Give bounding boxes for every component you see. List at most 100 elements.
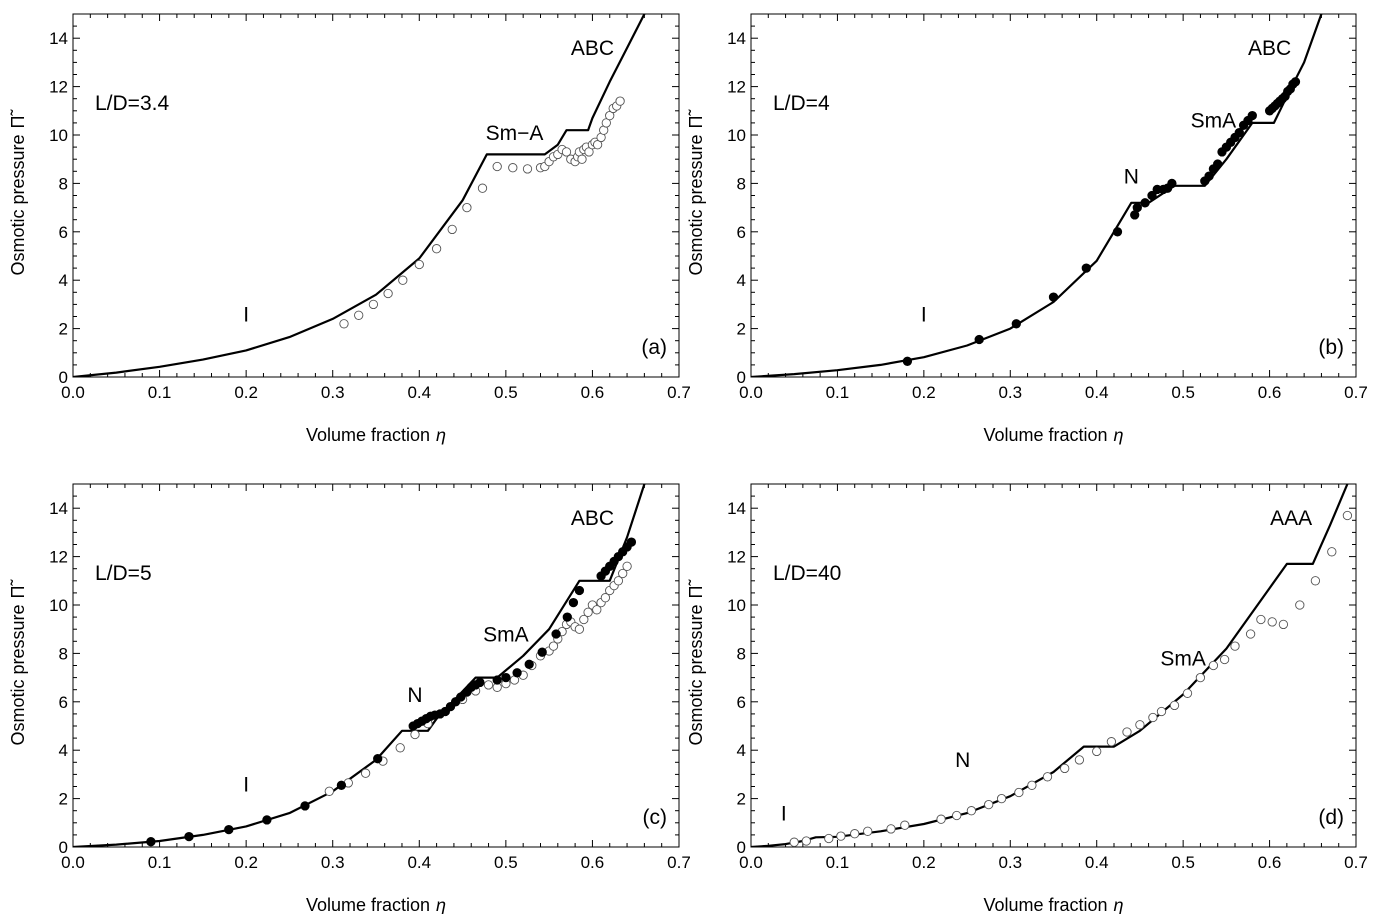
x-tick-label: 0.1 [826, 383, 850, 402]
simulation-point-filled [146, 837, 156, 847]
x-tick-label: 0.5 [1171, 853, 1195, 872]
simulation-point-filled [551, 629, 561, 639]
simulation-point-open [1148, 712, 1158, 723]
simulation-point-open [548, 641, 559, 651]
x-tick-label: 0.1 [148, 853, 172, 872]
theory-curve [751, 14, 1323, 377]
phase-label: I [781, 802, 787, 825]
chart-panel-3: 0.0 0.1 0.2 0.3 0.4 0.5 0.6 0.7 0 2 4 6 8 10 12 14 Volum… [8, 483, 691, 914]
phase-label: I [921, 303, 927, 326]
simulation-point-open [339, 319, 349, 329]
x-axis-label-text: Volume fraction [306, 425, 430, 445]
x-axis-label: Volume fraction η [983, 895, 1123, 914]
x-tick-label: 0.7 [1344, 853, 1368, 872]
phase-label: I [243, 773, 249, 796]
simulation-point-filled [1011, 319, 1021, 329]
y-tick-label: 14 [49, 29, 68, 48]
y-tick-label: 2 [737, 320, 746, 339]
simulation-point-filled [1167, 178, 1177, 189]
simulation-point-filled [1081, 263, 1091, 273]
simulation-point-open [1182, 688, 1193, 698]
simulation-point-open [583, 607, 593, 617]
simulation-point-open [431, 244, 442, 254]
simulation-point-open [1256, 614, 1266, 625]
x-tick-label: 0.4 [407, 853, 431, 872]
y-axis-label-text: Osmotic pressure [8, 134, 28, 275]
plot-area [751, 14, 1323, 377]
x-tick-label: 0.3 [998, 383, 1022, 402]
y-tick-label: 10 [49, 596, 68, 615]
simulation-point-filled [300, 801, 310, 811]
x-tick-label: 0.3 [321, 383, 345, 402]
simulation-point-filled [1048, 292, 1059, 302]
x-axis-label: Volume fraction η [983, 425, 1123, 445]
x-axis-label-text: Volume fraction [983, 425, 1107, 445]
phase-label: SmA [1160, 648, 1206, 671]
simulation-point-open [577, 154, 587, 164]
x-tick-label: 0.6 [1258, 853, 1282, 872]
y-axis-label: Osmotic pressure Π̃ [686, 578, 706, 745]
simulation-point-open [1156, 706, 1167, 717]
simulation-point-open [1195, 672, 1206, 683]
y-tick-label: 6 [737, 693, 746, 712]
y-tick-label: 4 [59, 271, 68, 290]
x-axis-label-text: Volume fraction [306, 895, 430, 914]
plot-area [751, 484, 1353, 847]
plot-frame [750, 483, 1357, 848]
theory-curve [73, 14, 646, 377]
simulation-point-open [1310, 576, 1321, 586]
simulation-point-filled [224, 824, 234, 835]
plot-area [73, 14, 646, 377]
y-axis-label-text: Osmotic pressure [686, 134, 706, 275]
y-axis-label: Osmotic pressure Π̃ [8, 578, 28, 745]
y-axis-label-symbol: Π̃ [8, 108, 28, 128]
simulation-point-open [592, 140, 603, 150]
simulation-point-filled [537, 647, 547, 657]
y-tick-label: 2 [59, 320, 68, 339]
simulation-point-filled [1132, 202, 1142, 213]
y-tick-label: 6 [59, 693, 68, 712]
simulation-point-filled [1234, 127, 1244, 138]
x-tick-label: 0.1 [826, 853, 850, 872]
simulation-point-open [952, 810, 962, 821]
simulation-point-open [508, 163, 518, 173]
x-tick-label: 0.4 [407, 383, 431, 402]
chart-panel-1: 0.0 0.1 0.2 0.3 0.4 0.5 0.6 0.7 0 2 4 6 8 10 12 14 Volum… [8, 13, 691, 445]
simulation-point-open [966, 806, 977, 816]
x-tick-label: 0.0 [739, 853, 763, 872]
simulation-point-filled [184, 831, 194, 842]
simulation-point-open [1327, 547, 1337, 557]
y-tick-label: 12 [49, 548, 68, 567]
y-axis-label-symbol: Π̃ [8, 578, 28, 598]
simulation-point-open [462, 202, 472, 213]
simulation-point-open [1060, 763, 1070, 774]
simulation-point-filled [568, 597, 579, 608]
simulation-point-filled [373, 754, 383, 764]
simulation-point-filled [1290, 77, 1301, 87]
simulation-point-open [368, 299, 379, 310]
simulation-point-filled [1204, 171, 1214, 181]
system-annotation: L/D=3.4 [95, 92, 169, 115]
x-tick-label: 0.5 [494, 853, 518, 872]
x-tick-label: 0.6 [581, 383, 605, 402]
y-tick-label: 0 [737, 838, 746, 857]
simulation-point-open [789, 837, 799, 847]
plot-area [73, 484, 646, 847]
y-axis-label-symbol: Π̃ [686, 578, 706, 598]
x-axis-label-symbol: η [1114, 895, 1124, 914]
x-tick-label: 0.7 [1344, 383, 1368, 402]
simulation-point-open [618, 568, 628, 579]
simulation-point-open [447, 224, 457, 235]
simulation-point-open [414, 259, 424, 270]
chart-panel-4: 0.0 0.1 0.2 0.3 0.4 0.5 0.6 0.7 0 2 4 6 8 10 12 14 Volum… [686, 483, 1368, 914]
y-tick-label: 4 [59, 741, 68, 760]
y-tick-label: 6 [59, 223, 68, 242]
simulation-point-open [1092, 746, 1102, 757]
x-tick-label: 0.4 [1085, 853, 1109, 872]
simulation-point-filled [1247, 110, 1257, 121]
simulation-point-filled [974, 334, 984, 345]
y-axis-label: Osmotic pressure Π̃ [8, 108, 28, 275]
simulation-point-open [410, 729, 420, 740]
y-tick-label: 12 [727, 548, 746, 567]
simulation-point-open [477, 183, 488, 193]
